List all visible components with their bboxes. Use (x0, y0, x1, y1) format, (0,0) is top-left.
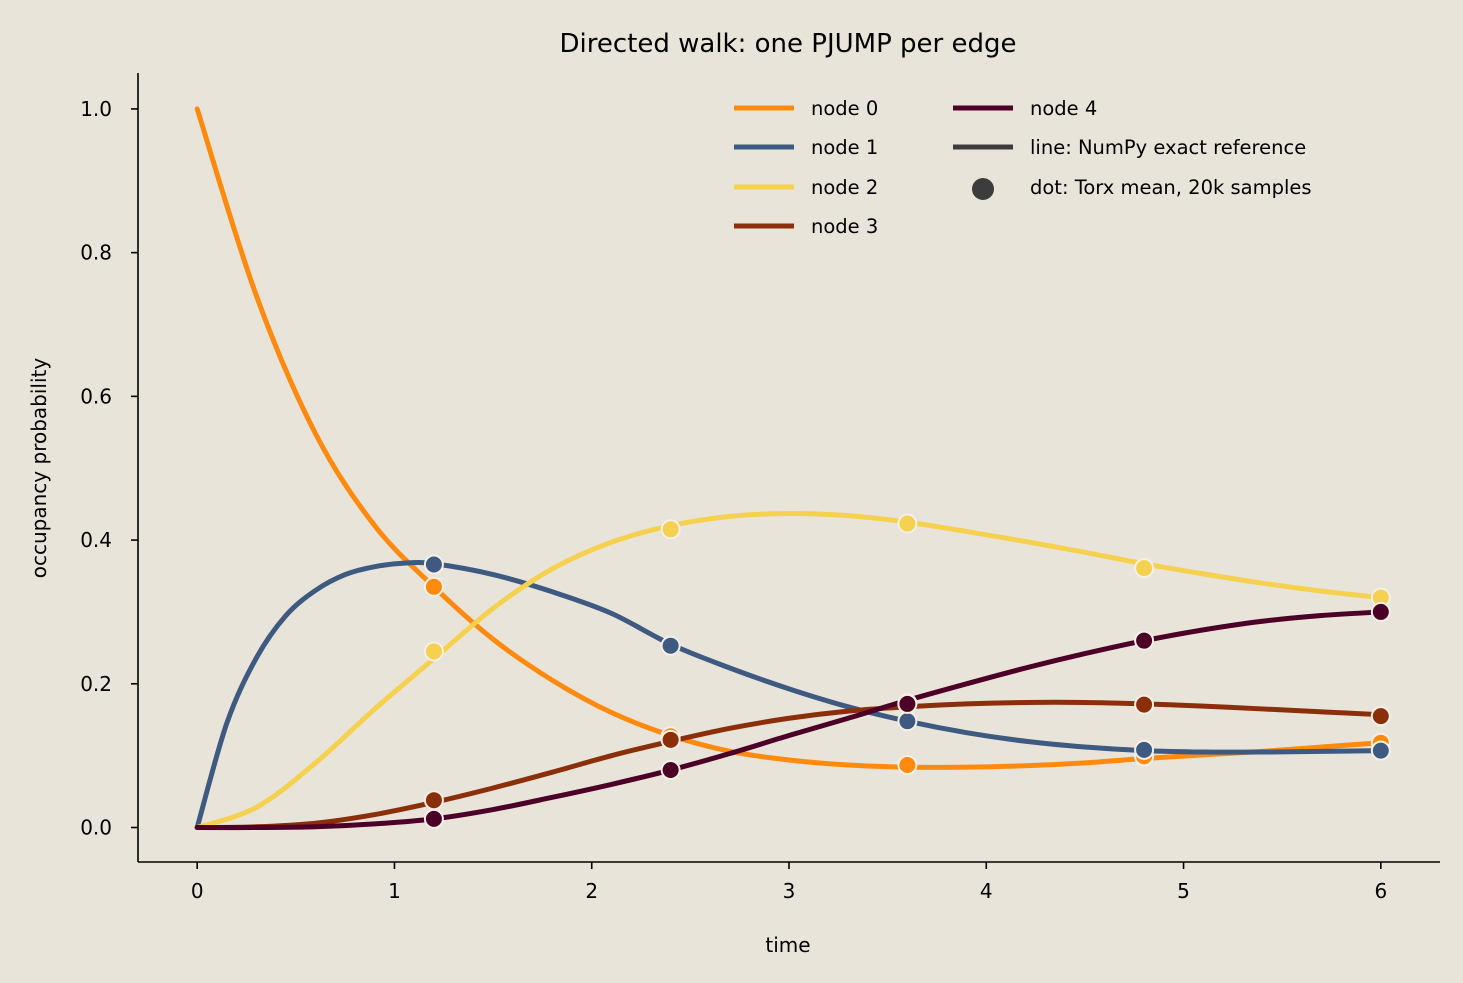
x-tick-label: 3 (783, 879, 796, 903)
series-point-node-4 (1370, 601, 1391, 622)
series-point-node-2 (423, 641, 444, 662)
y-tick-label: 0.6 (80, 384, 112, 408)
series-point-node-3 (1370, 706, 1391, 727)
y-tick-label: 0.8 (80, 241, 112, 265)
series-line-node-1 (194, 560, 1384, 831)
chart-title: Directed walk: one PJUMP per edge (560, 29, 1017, 59)
series-point-node-4 (660, 760, 681, 781)
series-point-node-1 (897, 711, 918, 732)
legend-label: node 1 (811, 136, 878, 159)
y-axis-label: occupancy probability (27, 358, 51, 579)
series-point-node-3 (660, 729, 681, 750)
y-tick-label: 0.4 (80, 528, 112, 552)
series-point-node-0 (423, 576, 444, 597)
series-point-node-4 (897, 693, 918, 714)
x-tick-label: 0 (191, 879, 204, 903)
x-axis-label: time (765, 933, 810, 957)
x-tick-label: 2 (585, 879, 598, 903)
legend-label: dot: Torx mean, 20k samples (1030, 176, 1312, 199)
y-tick-label: 0.0 (80, 816, 112, 840)
x-tick-label: 6 (1374, 879, 1387, 903)
y-tick-label: 0.2 (80, 672, 112, 696)
legend-label: line: NumPy exact reference (1030, 136, 1306, 159)
series-line-node-3 (194, 699, 1384, 831)
series-point-node-0 (897, 754, 918, 775)
series-line-node-2 (194, 510, 1384, 831)
series-point-node-3 (1134, 694, 1155, 715)
series-point-node-2 (1134, 558, 1155, 579)
legend-label: node 4 (1030, 97, 1097, 120)
series-line-node-4 (194, 609, 1384, 831)
series-point-node-1 (1370, 740, 1391, 761)
x-tick-label: 5 (1177, 879, 1190, 903)
series-point-node-2 (897, 513, 918, 534)
x-tick-label: 1 (388, 879, 401, 903)
y-tick-label: 1.0 (80, 97, 112, 121)
series-point-node-3 (423, 790, 444, 811)
legend-dot-swatch (972, 178, 994, 200)
series-point-node-1 (1134, 739, 1155, 760)
series-point-node-1 (423, 554, 444, 575)
series-point-node-1 (660, 635, 681, 656)
series-point-node-4 (1134, 630, 1155, 651)
legend-label: node 2 (811, 176, 878, 199)
series-point-node-4 (423, 808, 444, 829)
series-point-node-2 (660, 519, 681, 540)
legend-label: node 3 (811, 215, 878, 238)
series-line-node-0 (194, 106, 1384, 770)
legend-label: node 0 (811, 97, 878, 120)
legend: node 0 node 1 node 2 node 3 node 4 line: NumP… (734, 97, 1312, 238)
x-tick-label: 4 (980, 879, 993, 903)
